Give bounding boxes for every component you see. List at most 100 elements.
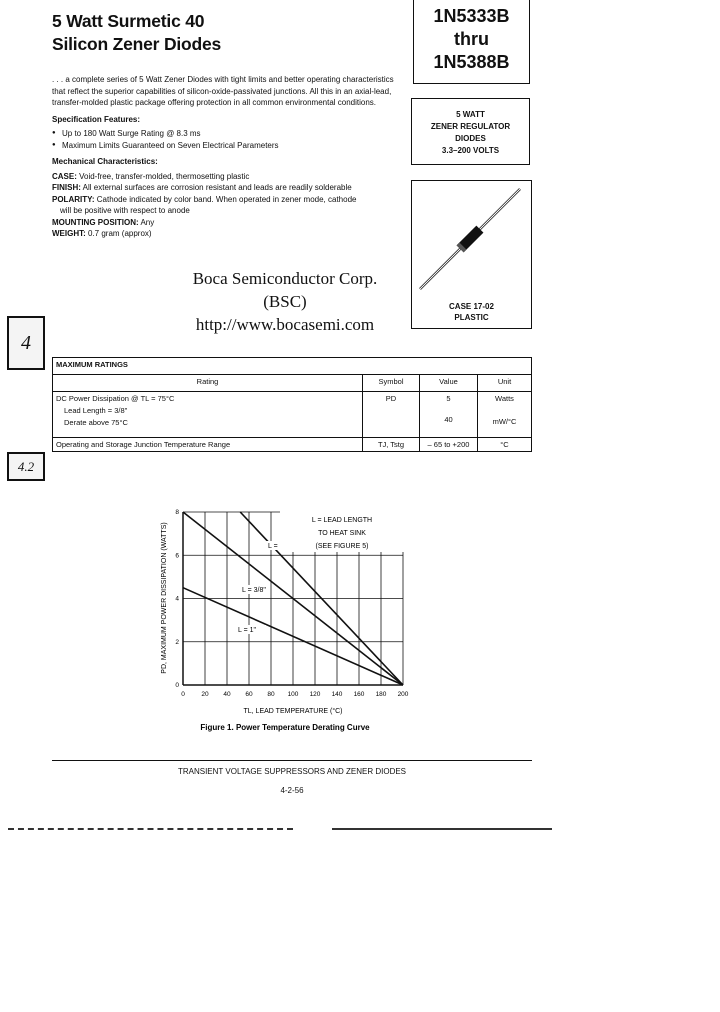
value: Cathode indicated by color band. When op… — [94, 194, 357, 204]
company-url[interactable]: http://www.bocasemi.com — [195, 315, 375, 334]
series-line — [182, 586, 404, 686]
col-rating: Rating — [52, 374, 363, 392]
value: Void-free, transfer-molded, thermosettin… — [76, 171, 250, 181]
y-tick-label: 0 — [175, 682, 179, 689]
value-cell: 5 40 — [419, 391, 478, 438]
page-title: 5 Watt Surmetic 40 Silicon Zener Diodes — [52, 10, 221, 56]
rating: DC Power Dissipation @ TL = 75°C — [56, 394, 175, 403]
reg-line: DIODES — [455, 134, 486, 143]
label: WEIGHT: — [52, 229, 86, 238]
series-line — [182, 511, 404, 686]
y-tick-label: 8 — [175, 509, 179, 516]
series-label-bg — [240, 585, 270, 594]
value: All external surfaces are corrosion resi… — [80, 183, 352, 192]
table-header-row: Rating Symbol Value Unit — [52, 374, 532, 392]
reg-line: 3.3–200 VOLTS — [441, 146, 500, 155]
description: . . . a complete series of 5 Watt Zener … — [52, 74, 407, 240]
series-line — [239, 511, 404, 686]
y-tick-label: 2 — [175, 639, 179, 646]
table-row: DC Power Dissipation @ TL = 75°C Lead Le… — [52, 391, 532, 438]
label: MOUNTING POSITION: — [52, 217, 139, 227]
mounting-line: MOUNTING POSITION: Any — [52, 217, 407, 229]
section-tab: 4 — [7, 316, 45, 370]
maximum-ratings-table: MAXIMUM RATINGS Rating Symbol Value Unit… — [52, 357, 532, 452]
rating: Lead Length = 3/8" — [64, 406, 128, 415]
title-line-1: 5 Watt Surmetic 40 — [52, 11, 205, 31]
y-tick-label: 6 — [175, 552, 179, 559]
x-tick-label: 60 — [245, 691, 253, 698]
footer-rule — [52, 760, 532, 761]
rating-cell: DC Power Dissipation @ TL = 75°C Lead Le… — [52, 391, 363, 438]
value: 5 — [446, 394, 451, 403]
x-tick-label: 120 — [310, 691, 321, 698]
spec-list: Up to 180 Watt Surge Rating @ 8.3 ms Max… — [52, 128, 407, 151]
intro-text: . . . a complete series of 5 Watt Zener … — [52, 75, 394, 107]
case-line: CASE: Void-free, transfer-molded, thermo… — [52, 171, 407, 183]
col-symbol: Symbol — [362, 374, 420, 392]
x-tick-label: 160 — [354, 691, 365, 698]
label: POLARITY: — [52, 194, 95, 204]
finish-line: FINISH: All external surfaces are corros… — [52, 182, 407, 194]
part-to: 1N5388B — [433, 52, 510, 72]
x-tick-label: 20 — [201, 691, 209, 698]
unit: Watts — [495, 394, 514, 403]
rating-cell: Operating and Storage Junction Temperatu… — [52, 437, 363, 452]
polarity-line: POLARITY: Cathode indicated by color ban… — [52, 194, 407, 206]
scan-artifact — [332, 828, 552, 830]
x-tick-label: 80 — [267, 691, 275, 698]
x-tick-label: 40 — [223, 691, 231, 698]
value-cell: – 65 to +200 — [419, 437, 478, 452]
value: 40 — [444, 415, 453, 424]
series-label: L = 3/8" — [242, 587, 266, 594]
scan-artifact — [8, 828, 293, 830]
table-title: MAXIMUM RATINGS — [52, 357, 532, 375]
company-abbr: (BSC) — [263, 292, 307, 311]
y-tick-label: 4 — [175, 596, 179, 603]
polarity-cont: will be positive with respect to anode — [60, 206, 190, 215]
weight-line: WEIGHT: 0.7 gram (approx) — [52, 228, 407, 240]
symbol-cell: PD — [362, 391, 420, 438]
regulator-box: 5 WATT ZENER REGULATOR DIODES 3.3–200 VO… — [411, 98, 530, 165]
col-value: Value — [419, 374, 478, 392]
unit: mW/°C — [492, 417, 517, 426]
diode-package-image — [419, 188, 521, 290]
unit-cell: °C — [477, 437, 532, 452]
x-tick-label: 140 — [332, 691, 343, 698]
value: 0.7 gram (approx) — [85, 229, 152, 238]
part-from: 1N5333B — [433, 6, 510, 26]
package-box: CASE 17-02 PLASTIC — [411, 180, 532, 329]
company-name: Boca Semiconductor Corp. — [192, 269, 378, 288]
footer-page-number: 4-2-56 — [280, 786, 304, 795]
symbol-cell: TJ, Tstg — [362, 437, 420, 452]
col-unit: Unit — [477, 374, 532, 392]
x-tick-label: 100 — [288, 691, 299, 698]
part-number-box: 1N5333B thru 1N5388B — [413, 0, 530, 84]
figure-caption: Figure 1. Power Temperature Derating Cur… — [200, 723, 370, 732]
x-tick-label: 200 — [398, 691, 409, 698]
spec-item: Maximum Limits Guaranteed on Seven Elect… — [52, 140, 407, 152]
series-label-bg — [236, 625, 266, 634]
case-label: CASE 17-02 — [449, 302, 494, 311]
x-tick-label: 0 — [181, 691, 185, 698]
label: FINISH: — [52, 183, 81, 192]
mech-heading: Mechanical Characteristics: — [52, 157, 158, 166]
title-line-2: Silicon Zener Diodes — [52, 34, 222, 54]
unit-cell: Watts mW/°C — [477, 391, 532, 438]
label: CASE: — [52, 171, 77, 181]
y-axis-label: PD, MAXIMUM POWER DISSIPATION (WATTS) — [161, 522, 168, 673]
legend-note: TO HEAT SINK — [318, 530, 366, 537]
reg-line: ZENER REGULATOR — [430, 122, 511, 131]
material-label: PLASTIC — [454, 313, 489, 322]
spec-heading: Specification Features: — [52, 114, 141, 124]
rating: Derate above 75°C — [64, 418, 128, 427]
spec-item: Up to 180 Watt Surge Rating @ 8.3 ms — [52, 128, 407, 140]
x-axis-label: TL, LEAD TEMPERATURE (°C) — [244, 707, 343, 715]
footer-section: TRANSIENT VOLTAGE SUPPRESSORS AND ZENER … — [177, 767, 407, 776]
x-tick-label: 180 — [376, 691, 387, 698]
value: Any — [138, 217, 155, 227]
part-thru: thru — [454, 29, 489, 49]
legend-note: L = LEAD LENGTH — [312, 517, 372, 524]
reg-line: 5 WATT — [456, 110, 485, 119]
